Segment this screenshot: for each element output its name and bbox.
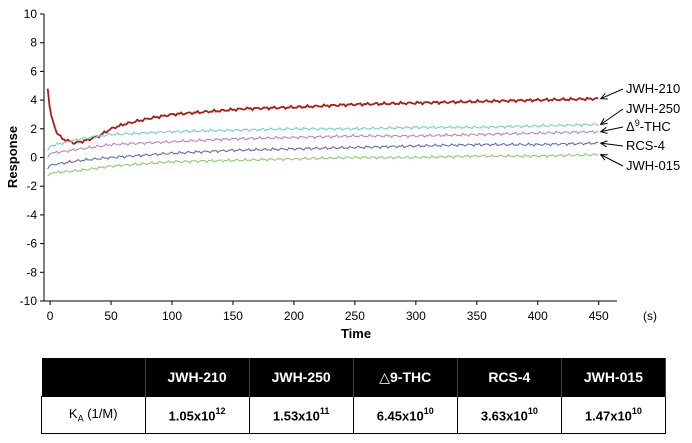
series-layer	[46, 88, 599, 177]
legend-label: RCS-4	[626, 138, 665, 153]
y-tick-label: 10	[24, 7, 38, 21]
table-header-jwh210: JWH-210	[145, 358, 250, 397]
legend-arrow	[600, 126, 624, 133]
ka-value-jwh250: 1.53x1011	[248, 396, 354, 434]
series-line	[47, 129, 599, 158]
series-line	[47, 152, 599, 177]
x-axis-title: Time	[341, 326, 371, 341]
y-axis-ticks: 10 8 6 4 2 0 -2 -4 -6 -8 -10	[20, 7, 44, 308]
x-tick-label: 200	[284, 309, 304, 323]
legend-arrowhead	[599, 154, 608, 161]
y-tick-label: 8	[30, 36, 37, 50]
series-line	[46, 88, 599, 145]
y-tick-label: -2	[26, 179, 37, 193]
legend-arrow	[600, 88, 624, 100]
binding-constant-table: JWH-210 JWH-250 △9-THC RCS-4 JWH-015 KA …	[41, 358, 667, 434]
y-tick-label: 0	[30, 151, 37, 165]
legend-label: JWH-250	[626, 101, 680, 116]
y-tick-label: 4	[30, 93, 37, 107]
legend-arrowhead	[599, 118, 608, 126]
y-tick-label: -10	[20, 294, 38, 308]
y-tick-label: -6	[26, 237, 37, 251]
x-tick-label: 150	[223, 309, 243, 323]
response-chart: 10 8 6 4 2 0 -2 -4 -6 -8 -10 0 50 100 150 200 250 300 350…	[5, 7, 680, 341]
ka-value-jwh210: 1.05x1012	[144, 396, 250, 434]
x-tick-label: 400	[528, 309, 548, 323]
legend-arrow	[600, 142, 624, 147]
table-row: KA (1/M) 1.05x1012 1.53x1011 6.45x1010 3…	[41, 396, 667, 434]
legend-arrow	[600, 154, 624, 167]
y-tick-label: 2	[30, 122, 37, 136]
x-tick-label: 250	[345, 309, 365, 323]
legend-layer: JWH-210 JWH-250 Δ9-THC RCS-4 JWH-015	[599, 81, 680, 173]
legend-arrowhead	[599, 93, 608, 100]
table-header-jwh015: JWH-015	[561, 358, 667, 397]
y-tick-label: 6	[30, 64, 37, 78]
x-tick-label: 100	[162, 309, 182, 323]
table-header-jwh250: JWH-250	[249, 358, 354, 397]
table-header-thc: △9-THC	[353, 358, 458, 397]
legend-label: JWH-015	[626, 158, 680, 173]
x-tick-label: 350	[467, 309, 487, 323]
table-header-rcs4: RCS-4	[457, 358, 562, 397]
legend-label: JWH-210	[626, 81, 680, 96]
y-tick-label: -8	[26, 265, 37, 279]
ka-value-rcs4: 3.63x1010	[456, 396, 562, 434]
table-header-blank	[41, 358, 146, 397]
x-tick-label: 50	[104, 309, 118, 323]
legend-label: Δ9-THC	[626, 118, 671, 134]
table-header-row: JWH-210 JWH-250 △9-THC RCS-4 JWH-015	[41, 358, 667, 397]
series-line	[47, 141, 599, 170]
row-label-ka: KA (1/M)	[41, 396, 146, 434]
legend-arrowhead	[599, 127, 608, 134]
y-axis-title: Response	[5, 126, 20, 188]
x-tick-label: 300	[406, 309, 426, 323]
x-axis-ticks: 0 50 100 150 200 250 300 350 400 450	[47, 301, 609, 323]
ka-value-thc: 6.45x1010	[352, 396, 458, 434]
x-axis-unit: (s)	[643, 309, 657, 323]
series-line	[47, 123, 599, 151]
x-tick-label: 450	[589, 309, 609, 323]
legend-arrowhead	[599, 140, 608, 148]
y-tick-label: -4	[26, 208, 37, 222]
ka-value-jwh015: 1.47x1010	[560, 396, 667, 434]
legend-arrow	[600, 108, 624, 125]
x-tick-label: 0	[47, 309, 54, 323]
